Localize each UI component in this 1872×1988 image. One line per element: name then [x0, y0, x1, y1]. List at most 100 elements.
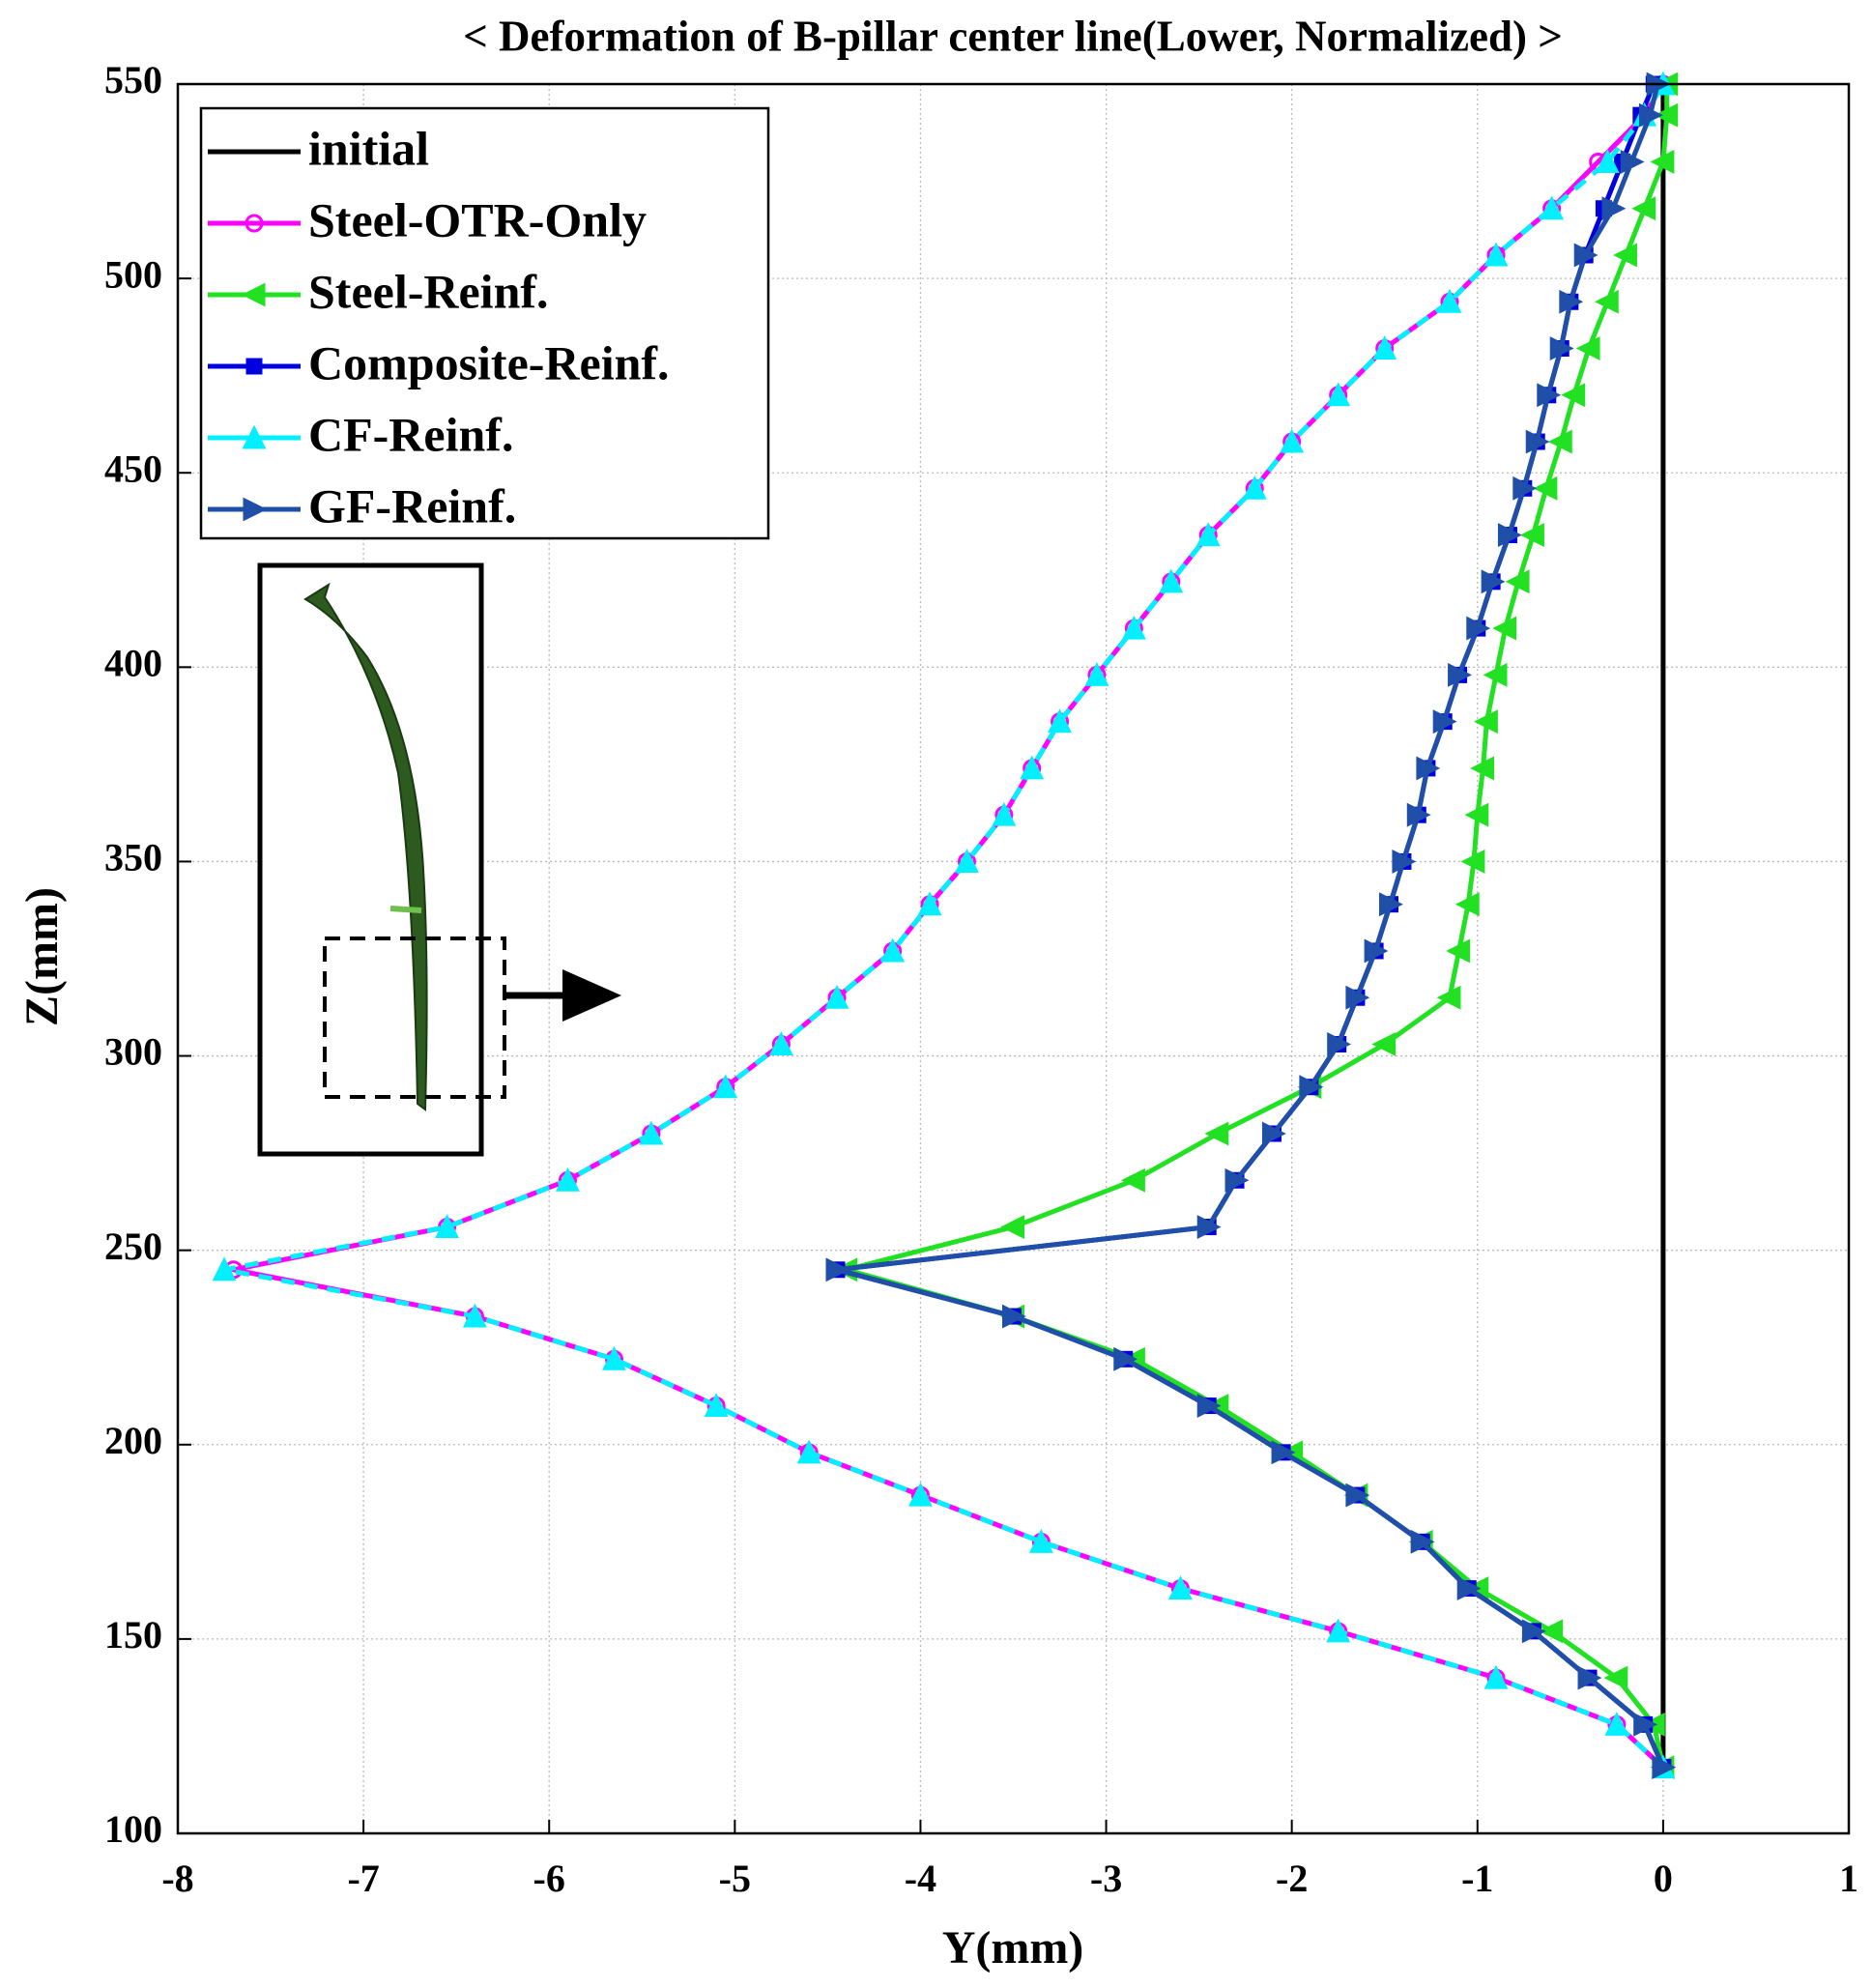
marker: [1460, 850, 1485, 874]
marker: [1446, 938, 1471, 964]
legend-label: initial: [308, 121, 429, 175]
zoom-box: [323, 936, 506, 1099]
marker: [1525, 429, 1550, 454]
marker: [602, 1345, 626, 1370]
x-tick-label: 1: [1839, 1857, 1858, 1900]
marker: [556, 1167, 580, 1192]
arrow-head: [562, 969, 621, 1022]
y-tick-label: 500: [104, 252, 162, 296]
marker: [1650, 150, 1675, 174]
marker: [1028, 1528, 1053, 1553]
marker: [1470, 756, 1495, 781]
x-tick-label: -1: [1461, 1857, 1493, 1900]
marker: [212, 1256, 237, 1282]
inset: [257, 562, 621, 1157]
marker: [1113, 1346, 1138, 1371]
marker: [824, 984, 850, 1009]
y-tick-label: 250: [104, 1224, 162, 1268]
marker: [1121, 1167, 1145, 1193]
marker: [713, 1074, 738, 1099]
plot-series: [212, 71, 1679, 1780]
marker: [1432, 709, 1457, 735]
marker: [241, 282, 266, 307]
marker: [1196, 1215, 1222, 1239]
legend-label: GF-Reinf.: [308, 478, 516, 533]
marker: [1204, 1121, 1229, 1146]
y-tick-label: 150: [104, 1613, 162, 1657]
legend-label: Composite-Reinf.: [308, 335, 670, 389]
marker: [1372, 335, 1397, 360]
marker: [1633, 1712, 1658, 1737]
marker: [1481, 569, 1506, 594]
x-tick-label: 0: [1654, 1857, 1673, 1900]
marker: [992, 801, 1017, 826]
marker: [1224, 1167, 1250, 1193]
marker: [1378, 892, 1403, 917]
marker: [1483, 1664, 1509, 1689]
y-tick-label: 400: [104, 642, 162, 685]
legend-label: CF-Reinf.: [308, 407, 513, 461]
b-pillar-image: [303, 582, 428, 1111]
marker: [1638, 102, 1663, 128]
legend: initial Steel-OTR-Only Steel-Reinf. Composi…: [199, 106, 770, 540]
marker: [1121, 615, 1146, 640]
series-line: [834, 83, 1666, 1769]
marker: [1654, 102, 1679, 128]
marker: [1520, 523, 1544, 548]
marker: [1505, 569, 1530, 594]
legend-frame: [199, 106, 770, 540]
marker: [242, 424, 267, 449]
x-axis-label: Y(mm): [942, 1922, 1084, 1974]
marker: [1547, 429, 1572, 454]
marker: [1167, 1575, 1193, 1600]
marker: [1242, 475, 1267, 500]
marker: [955, 849, 979, 873]
marker: [1261, 1121, 1286, 1146]
marker: [1603, 1665, 1628, 1690]
marker: [1280, 428, 1305, 453]
y-tick-label: 300: [104, 1030, 162, 1074]
x-tick-label: -5: [719, 1857, 751, 1900]
marker: [1601, 196, 1627, 221]
marker: [1436, 985, 1461, 1010]
marker: [639, 1120, 664, 1145]
y-tick-label: 100: [104, 1807, 162, 1851]
marker: [1326, 382, 1351, 407]
series-line: [221, 82, 1666, 1770]
marker: [1437, 288, 1462, 313]
marker: [1483, 662, 1508, 687]
marker: [1345, 1483, 1370, 1508]
chart-title: < Deformation of B-pillar center line(Lo…: [463, 12, 1563, 60]
marker: [1196, 1394, 1222, 1418]
marker: [1577, 1665, 1602, 1690]
marker: [1631, 196, 1656, 221]
marker: [1604, 1712, 1629, 1736]
marker: [908, 1482, 933, 1507]
marker: [1271, 1440, 1296, 1465]
marker: [435, 1214, 459, 1239]
marker: [825, 1257, 850, 1282]
marker: [1594, 289, 1619, 314]
marker: [1533, 475, 1558, 501]
marker: [1521, 1619, 1546, 1644]
marker: [1371, 1032, 1397, 1056]
marker: [1613, 243, 1637, 268]
marker: [1345, 985, 1370, 1010]
x-tick-label: -3: [1090, 1857, 1122, 1900]
marker: [1620, 150, 1645, 174]
legend-label: Steel-Reinf.: [308, 264, 549, 318]
marker: [1539, 1619, 1564, 1644]
y-tick-label: 450: [104, 447, 162, 490]
marker: [1048, 708, 1072, 734]
marker: [1561, 383, 1586, 408]
x-tick-label: -7: [347, 1857, 379, 1900]
marker: [796, 1439, 821, 1464]
marker: [1575, 336, 1600, 360]
marker: [1364, 938, 1389, 964]
legend-label: Steel-OTR-Only: [308, 192, 647, 246]
marker: [768, 1031, 793, 1055]
y-tick-label: 350: [104, 836, 162, 879]
x-tick-label: -4: [905, 1857, 936, 1900]
